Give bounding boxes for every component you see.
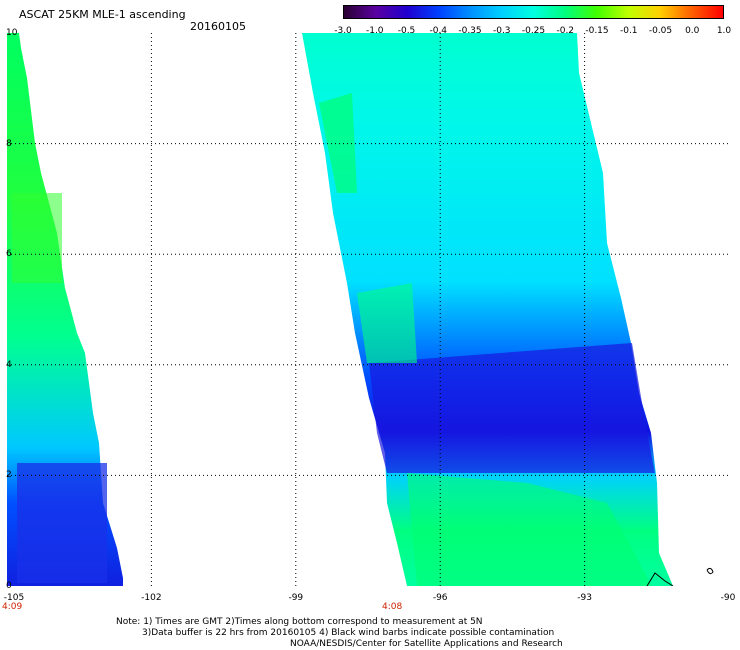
colorbar-label: 0.0 [685, 26, 700, 36]
colorbar-label: -0.15 [585, 26, 609, 36]
x-tick-label: -90 [720, 593, 736, 603]
y-tick-label: 10 [6, 28, 18, 38]
x-tick-label: -105 [3, 593, 25, 603]
coastline [646, 572, 674, 586]
colorbar-label: -0.2 [556, 26, 575, 36]
x-tick-label: -96 [432, 593, 448, 603]
swath-left [7, 33, 123, 586]
product-date: 20160105 [190, 20, 246, 33]
swath-right-green-upper [319, 93, 357, 193]
colorbar [343, 5, 724, 19]
y-tick-label: 0 [6, 581, 12, 591]
colorbar-label: -0.3 [492, 26, 511, 36]
colorbar-label: -0.25 [521, 26, 546, 36]
island-marker [706, 567, 714, 575]
colorbar-label: -3.0 [334, 26, 352, 36]
colorbar-label: -1.0 [365, 26, 384, 36]
swath-right-green-mid [357, 283, 417, 363]
note-line-1: Note: 1) Times are GMT 2)Times along bot… [116, 617, 483, 627]
product-title: ASCAT 25KM MLE-1 ascending [19, 8, 186, 21]
swath-left-blue-patch [17, 463, 107, 583]
swath-right-blue-band [369, 343, 655, 473]
colorbar-label: -0.5 [397, 26, 416, 36]
y-tick-label: 4 [6, 359, 12, 370]
y-tick-label: 8 [6, 138, 12, 149]
note-line-3: NOAA/NESDIS/Center for Satellite Applica… [290, 639, 563, 649]
note-line-2: 3)Data buffer is 22 hrs from 20160105 4)… [142, 628, 555, 638]
y-tick-label: 2 [6, 470, 12, 481]
gridlines [7, 33, 729, 586]
swath-left-green-patch [12, 193, 62, 283]
x-tick-label: -102 [141, 593, 162, 603]
colorbar-label: -0.1 [619, 26, 638, 36]
y-tick-label: 6 [6, 249, 12, 260]
swath-right-green-lower [407, 473, 652, 586]
colorbar-label: -0.35 [458, 26, 482, 36]
colorbar-label: -0.4 [429, 26, 448, 36]
swath-time-left: 4:09 [2, 602, 23, 612]
x-tick-label: -93 [577, 593, 592, 603]
map-plot [7, 33, 729, 586]
x-tick-label: -99 [288, 593, 304, 603]
colorbar-label: -0.05 [648, 26, 673, 36]
swath-time-right: 4:08 [382, 602, 403, 612]
colorbar-label: 1.0 [716, 26, 732, 36]
